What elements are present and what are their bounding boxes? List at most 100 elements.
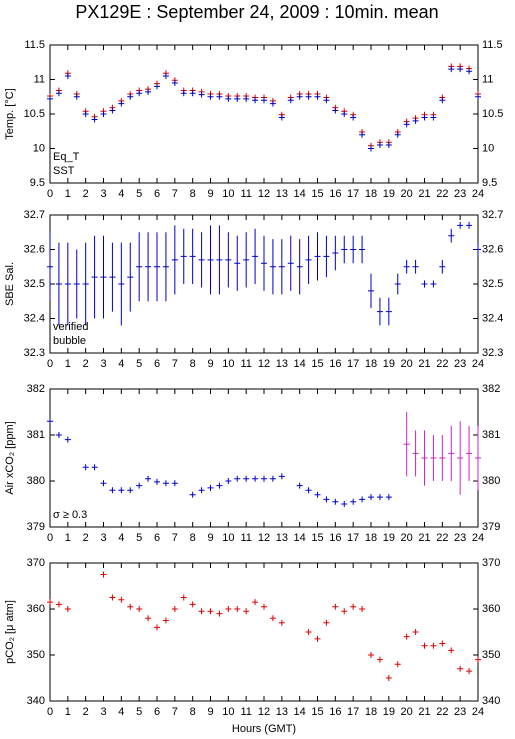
data-point: [403, 121, 410, 128]
y-tick-label: 350: [27, 649, 45, 661]
x-tick-label: 23: [454, 532, 466, 544]
x-tick-label: 8: [190, 532, 196, 544]
data-point: [439, 97, 446, 104]
x-tick-label: 16: [329, 706, 341, 718]
data-point: [323, 619, 330, 626]
x-tick-label: 5: [136, 706, 142, 718]
y-tick-label: 9.5: [482, 177, 497, 189]
data-point: [439, 259, 446, 274]
x-tick-label: 2: [83, 358, 89, 370]
x-tick-label: 17: [347, 706, 359, 718]
x-tick-label: 10: [222, 358, 234, 370]
y-tick-label: 32.6: [24, 243, 45, 255]
x-tick-label: 0: [47, 706, 53, 718]
data-point: [118, 100, 125, 107]
data-point: [207, 484, 214, 491]
x-tick-label: 1: [65, 188, 71, 200]
x-tick-label: 5: [136, 188, 142, 200]
x-tick-label: 16: [329, 358, 341, 370]
x-tick-label: 18: [365, 706, 377, 718]
data-point: [55, 90, 62, 97]
data-point: [350, 114, 357, 121]
data-point: [466, 425, 473, 481]
data-point: [466, 221, 473, 229]
data-point: [171, 606, 178, 612]
data-point: [376, 142, 383, 149]
data-point: [225, 95, 232, 102]
data-point: [154, 478, 160, 485]
y-tick-label: 9.5: [30, 177, 45, 189]
data-point: [421, 642, 428, 649]
data-point: [323, 496, 330, 503]
data-point: [368, 652, 374, 658]
x-tick-label: 8: [190, 358, 196, 370]
data-point: [287, 97, 294, 104]
data-point: [475, 242, 481, 257]
data-point: [91, 464, 98, 471]
data-point: [171, 79, 178, 86]
data-point: [171, 225, 178, 295]
data-point: [252, 475, 259, 482]
y-tick-label: 381: [482, 429, 500, 441]
x-tick-label: 20: [401, 532, 413, 544]
legend-entry: bubble: [53, 335, 86, 347]
data-point: [109, 242, 116, 312]
data-point: [475, 425, 481, 491]
x-tick-label: 15: [311, 188, 323, 200]
x-tick-label: 10: [222, 188, 234, 200]
x-tick-label: 18: [365, 188, 377, 200]
data-point: [457, 66, 464, 73]
legend-entry: SST: [53, 165, 75, 177]
x-tick-label: 4: [118, 706, 124, 718]
data-point: [225, 606, 232, 612]
data-point: [466, 68, 473, 75]
data-point: [243, 95, 250, 102]
x-tick-label: 2: [83, 188, 89, 200]
data-point: [448, 66, 455, 73]
data-point: [162, 480, 169, 487]
x-axis-label: Hours (GMT): [232, 723, 296, 735]
y-axis-label: pCO₂ [μ atm]: [4, 600, 16, 664]
x-tick-label: 20: [401, 706, 413, 718]
y-tick-label: 10.5: [482, 108, 503, 120]
data-point: [394, 661, 401, 668]
x-tick-label: 0: [47, 188, 53, 200]
y-tick-label: 32.6: [482, 243, 503, 255]
x-tick-label: 6: [154, 532, 160, 544]
x-tick-label: 8: [190, 706, 196, 718]
data-point: [278, 114, 285, 121]
y-tick-label: 11.5: [482, 39, 503, 51]
x-tick-label: 19: [383, 188, 395, 200]
x-tick-label: 3: [100, 706, 106, 718]
data-point: [82, 464, 89, 471]
data-point: [145, 232, 152, 302]
legend-entry: σ ≥ 0.3: [53, 509, 87, 521]
x-tick-label: 7: [172, 706, 178, 718]
y-tick-label: 10: [33, 142, 45, 154]
y-tick-label: 380: [27, 475, 45, 487]
data-point: [189, 90, 196, 97]
data-point: [64, 436, 71, 443]
y-tick-label: 32.3: [482, 347, 503, 359]
x-tick-label: 2: [83, 532, 89, 544]
data-point: [145, 615, 152, 622]
data-point: [100, 111, 107, 117]
data-point: [198, 608, 205, 615]
data-point: [109, 487, 116, 494]
x-tick-label: 22: [436, 358, 448, 370]
data-point: [269, 615, 276, 622]
x-tick-label: 7: [172, 532, 178, 544]
y-tick-label: 32.7: [482, 209, 503, 221]
x-tick-label: 15: [311, 358, 323, 370]
data-point: [314, 232, 321, 281]
x-tick-label: 8: [190, 188, 196, 200]
x-tick-label: 17: [347, 188, 359, 200]
y-tick-label: 11: [482, 73, 493, 85]
y-tick-label: 32.5: [482, 278, 503, 290]
data-point: [332, 498, 339, 505]
data-point: [55, 242, 62, 326]
y-tick-label: 379: [482, 521, 500, 533]
data-point: [198, 232, 205, 288]
data-point: [180, 228, 187, 284]
data-point: [403, 259, 410, 274]
